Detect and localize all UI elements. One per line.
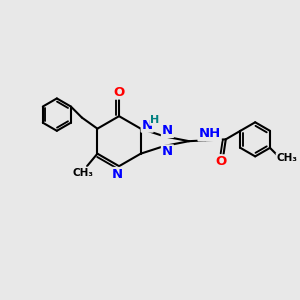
Text: NH: NH — [199, 128, 221, 140]
Text: N: N — [162, 145, 173, 158]
Text: CH₃: CH₃ — [277, 153, 298, 163]
Text: N: N — [162, 124, 173, 137]
Text: O: O — [113, 85, 125, 98]
Text: N: N — [142, 118, 153, 132]
Text: O: O — [215, 155, 226, 168]
Text: H: H — [150, 115, 160, 125]
Text: CH₃: CH₃ — [72, 168, 93, 178]
Text: N: N — [112, 168, 123, 181]
